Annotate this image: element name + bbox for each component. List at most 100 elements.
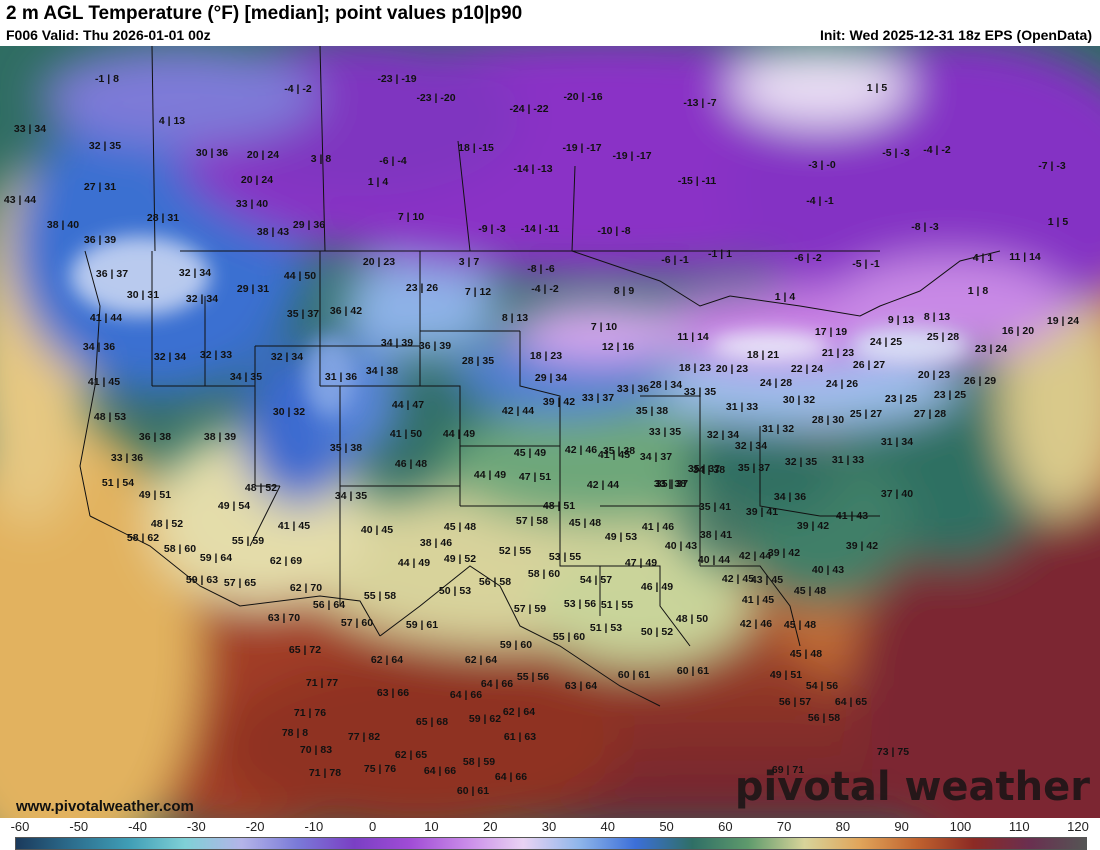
point-value-label: 63 | 64 — [565, 680, 597, 692]
point-value-label: 73 | 75 — [877, 746, 909, 758]
point-value-label: 34 | 38 — [366, 365, 398, 377]
point-value-label: 61 | 63 — [504, 731, 536, 743]
point-value-label: 9 | 13 — [888, 314, 914, 326]
temperature-field — [0, 46, 1100, 818]
point-value-label: 30 | 32 — [783, 394, 815, 406]
point-value-label: -7 | -3 — [1038, 160, 1066, 172]
point-value-label: 46 | 48 — [395, 458, 427, 470]
point-value-label: 38 | 39 — [204, 431, 236, 443]
point-value-label: 33 | 35 — [649, 426, 681, 438]
point-value-label: 25 | 28 — [927, 331, 959, 343]
map-title: 2 m AGL Temperature (°F) [median]; point… — [6, 3, 523, 24]
point-value-label: 60 | 61 — [677, 665, 709, 677]
point-value-label: 32 | 33 — [200, 349, 232, 361]
point-value-label: 1 | 5 — [1048, 216, 1069, 228]
point-value-label: 39 | 41 — [746, 506, 778, 518]
point-value-label: 45 | 48 — [794, 585, 826, 597]
point-value-label: 50 | 52 — [641, 626, 673, 638]
point-value-label: 56 | 58 — [808, 712, 840, 724]
point-value-label: 40 | 43 — [812, 564, 844, 576]
point-value-label: 7 | 10 — [398, 211, 424, 223]
point-value-label: 35 | 41 — [699, 501, 731, 513]
scale-tick-label: -40 — [128, 819, 147, 834]
point-value-label: 47 | 51 — [519, 471, 551, 483]
scale-tick-label: -10 — [304, 819, 324, 834]
point-value-label: 38 | 43 — [257, 226, 289, 238]
point-value-label: 64 | 65 — [835, 696, 867, 708]
point-value-label: 70 | 83 — [300, 744, 332, 756]
point-value-label: 41 | 43 — [836, 510, 868, 522]
point-value-label: 44 | 49 — [443, 428, 475, 440]
point-value-label: 63 | 70 — [268, 612, 300, 624]
point-value-label: 62 | 64 — [465, 654, 497, 666]
point-value-label: 38 | 46 — [420, 537, 452, 549]
point-value-label: 12 | 16 — [602, 341, 634, 353]
point-value-label: 42 | 45 — [722, 573, 754, 585]
point-value-label: 23 | 26 — [406, 282, 438, 294]
point-value-label: 4 | 1 — [973, 252, 994, 264]
point-value-label: 4 | 13 — [159, 115, 185, 127]
point-value-label: 51 | 55 — [601, 599, 633, 611]
point-value-label: 3 | 8 — [311, 153, 332, 165]
scale-tick-label: 90 — [894, 819, 909, 834]
point-value-label: 28 | 35 — [462, 355, 494, 367]
point-value-label: 41 | 50 — [390, 428, 422, 440]
point-value-label: 33 | 35 — [684, 386, 716, 398]
point-value-label: 49 | 53 — [605, 531, 637, 543]
point-value-label: -1 | 1 — [708, 248, 732, 260]
point-value-label: 1 | 4 — [368, 176, 389, 188]
scale-tick-label: -30 — [186, 819, 206, 834]
point-value-label: 52 | 55 — [499, 545, 531, 557]
point-value-label: -1 | 8 — [95, 73, 119, 85]
point-value-label: 49 | 52 — [444, 553, 476, 565]
point-value-label: 40 | 44 — [698, 554, 730, 566]
color-scale: -60 -50 -40 -30 -20 -10 0 10 20 30 40 50 60 70 80 90 100… — [0, 818, 1100, 850]
point-value-label: 32 | 34 — [271, 351, 303, 363]
point-value-label: 32 | 35 — [785, 456, 817, 468]
point-value-label: 30 | 36 — [196, 147, 228, 159]
point-value-label: 49 | 51 — [139, 489, 171, 501]
point-value-label: 18 | 21 — [747, 349, 779, 361]
point-value-label: 34 | 38 — [693, 464, 725, 476]
map-canvas: -1 | 8 -4 | -2 -23 | -19-23 | -20 -24 | -22… — [0, 46, 1100, 818]
point-value-label: 35 | 38 — [330, 442, 362, 454]
point-value-label: 59 | 62 — [469, 713, 501, 725]
point-value-label: 42 | 44 — [739, 550, 771, 562]
point-value-label: 23 | 25 — [885, 393, 917, 405]
point-value-label: 38 | 40 — [47, 219, 79, 231]
point-value-label: 41 | 45 — [278, 520, 310, 532]
point-value-label: 55 | 56 — [517, 671, 549, 683]
point-value-label: -6 | -4 — [379, 155, 407, 167]
point-value-label: 41 | 45 — [88, 376, 120, 388]
point-value-label: 71 | 77 — [306, 677, 338, 689]
point-value-label: 23 | 24 — [975, 343, 1007, 355]
point-value-label: -23 | -20 — [416, 92, 455, 104]
point-value-label: 39 | 42 — [543, 396, 575, 408]
point-value-label: 8 | 13 — [502, 312, 528, 324]
temperature-map[interactable]: -1 | 8 -4 | -2 -23 | -19 -23 | -20 -24 | -22… — [0, 46, 1100, 818]
point-value-label: 32 | 35 — [89, 140, 121, 152]
point-value-label: 34 | 37 — [640, 451, 672, 463]
point-value-label: 35 | 37 — [688, 463, 720, 475]
point-value-label: 69 | 71 — [772, 764, 804, 776]
point-value-label: 44 | 49 — [474, 469, 506, 481]
point-value-label: -23 | -19 — [377, 73, 416, 85]
point-value-label: 34 | 36 — [83, 341, 115, 353]
point-value-label: 8 | 13 — [924, 311, 950, 323]
point-value-label: 42 | 44 — [502, 405, 534, 417]
scale-tick-label: -20 — [245, 819, 265, 834]
site-url[interactable]: www.pivotalweather.com — [16, 798, 194, 815]
point-value-label: 54 | 56 — [806, 680, 838, 692]
point-value-label: 45 | 48 — [569, 517, 601, 529]
point-value-label: -4 | -2 — [284, 83, 312, 95]
point-value-label: 57 | 60 — [341, 617, 373, 629]
point-value-label: -14 | -11 — [521, 223, 560, 235]
scale-tick-label: 70 — [776, 819, 792, 834]
scale-tick-label: 30 — [541, 819, 557, 834]
point-value-label: 64 | 66 — [495, 771, 527, 783]
point-value-label: 33 | 36 — [617, 383, 649, 395]
point-value-label: 48 | 52 — [245, 482, 277, 494]
point-value-label: 11 | 14 — [1009, 251, 1041, 263]
point-value-label: 1 | 8 — [968, 285, 989, 297]
point-value-label: 25 | 27 — [850, 408, 882, 420]
